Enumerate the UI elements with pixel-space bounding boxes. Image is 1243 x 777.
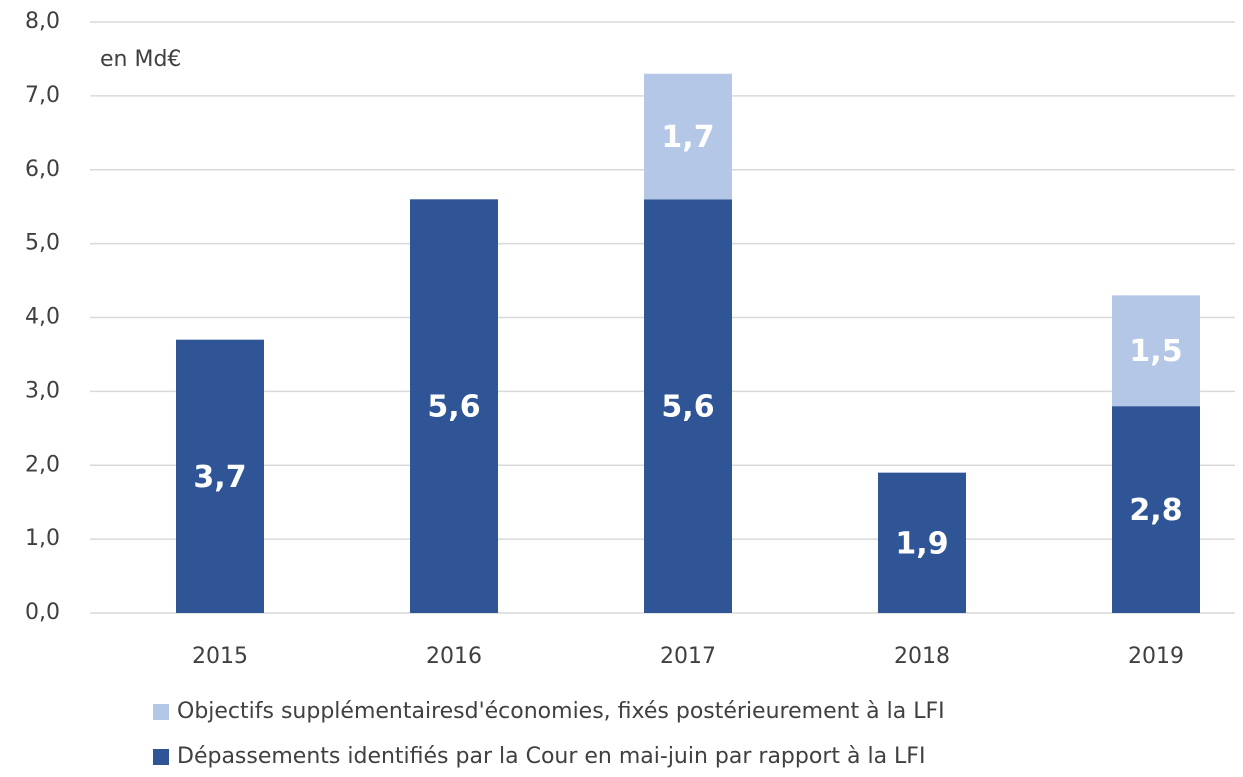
y-tick-label: 3,0 <box>25 378 60 403</box>
x-tick-label: 2019 <box>1128 644 1184 669</box>
data-label: 1,7 <box>661 120 714 155</box>
y-tick-label: 2,0 <box>25 452 60 477</box>
bar-segment <box>644 199 732 614</box>
bar-segment <box>1112 406 1200 613</box>
data-label: 1,9 <box>895 526 948 561</box>
legend-swatch <box>153 749 169 765</box>
x-tick-label: 2015 <box>192 644 248 669</box>
bar-segment <box>644 73 732 200</box>
y-tick-label: 1,0 <box>25 526 60 551</box>
legend-label: Objectifs supplémentairesd'économies, fi… <box>177 699 945 724</box>
unit-annotation: en Md€ <box>100 47 181 72</box>
bar-segment <box>1112 295 1200 407</box>
y-tick-label: 7,0 <box>25 83 60 108</box>
bar-segment <box>176 339 264 613</box>
legend-label: Dépassements identifiés par la Cour en m… <box>177 744 925 769</box>
data-label: 3,7 <box>193 460 246 495</box>
data-label: 5,6 <box>661 390 714 425</box>
x-tick-label: 2017 <box>660 644 716 669</box>
x-tick-label: 2018 <box>894 644 950 669</box>
data-label: 2,8 <box>1129 493 1182 528</box>
y-tick-label: 5,0 <box>25 231 60 256</box>
legend-swatch <box>153 704 169 720</box>
data-label: 1,5 <box>1129 334 1182 369</box>
y-tick-label: 8,0 <box>25 9 60 34</box>
y-tick-label: 0,0 <box>25 600 60 625</box>
y-tick-label: 4,0 <box>25 305 60 330</box>
y-tick-label: 6,0 <box>25 157 60 182</box>
data-label: 5,6 <box>427 390 480 425</box>
x-tick-label: 2016 <box>426 644 482 669</box>
bar-segment <box>878 472 966 613</box>
bar-segment <box>410 199 498 614</box>
